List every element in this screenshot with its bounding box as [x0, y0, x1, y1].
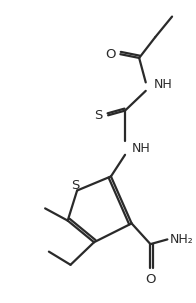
- Text: NH: NH: [132, 142, 150, 155]
- Text: O: O: [106, 48, 116, 61]
- Text: S: S: [71, 179, 79, 192]
- Text: S: S: [94, 109, 103, 122]
- Text: O: O: [145, 273, 156, 286]
- Text: NH₂: NH₂: [170, 233, 194, 246]
- Text: NH: NH: [153, 78, 172, 91]
